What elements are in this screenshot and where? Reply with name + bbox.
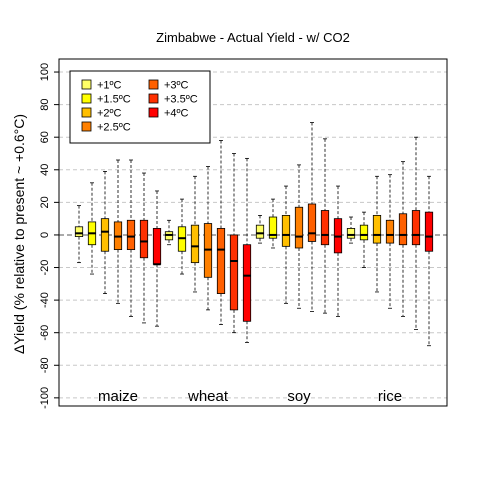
box-maize-6 [139, 172, 149, 324]
box-iqr [385, 219, 395, 244]
box-iqr [74, 226, 84, 237]
box-iqr [100, 218, 110, 252]
box-iqr [255, 224, 265, 239]
box-iqr [242, 244, 252, 322]
box-iqr [281, 214, 291, 247]
crop-group-rice [346, 136, 434, 347]
legend-box [69, 70, 211, 144]
crop-group-maize [74, 159, 162, 327]
box-wheat-4 [203, 166, 213, 311]
box-iqr [411, 210, 421, 246]
box-iqr [294, 206, 304, 249]
box-wheat-2 [177, 198, 187, 275]
box-iqr [190, 224, 200, 264]
box-rice-4 [385, 174, 395, 309]
box-rice-2 [359, 211, 369, 268]
box-rice-1 [346, 216, 356, 244]
chart-title: Zimbabwe - Actual Yield - w/ CO2 [156, 30, 350, 45]
box-maize-1 [74, 205, 84, 264]
y-tick-label: -60 [39, 325, 51, 341]
y-tick-label: 0 [39, 232, 51, 238]
crop-label-maize: maize [98, 388, 138, 405]
y-tick-label: -20 [39, 260, 51, 276]
y-tick-label: 40 [39, 164, 51, 176]
legend-swatch [148, 107, 159, 118]
boxes [74, 122, 434, 347]
legend-label: +1ºC [97, 80, 122, 92]
y-tick-label: 20 [39, 196, 51, 208]
box-rice-7 [424, 175, 434, 347]
legend-label: +4ºC [164, 108, 189, 120]
box-soy-5 [307, 122, 317, 312]
box-iqr [216, 228, 226, 294]
legend-label: +3.5ºC [164, 94, 198, 106]
legend-swatch [148, 79, 159, 90]
box-rice-5 [398, 161, 408, 317]
plot-frame [58, 58, 448, 407]
box-soy-1 [255, 214, 265, 244]
y-tick-label: 60 [39, 131, 51, 143]
legend-swatch [148, 93, 159, 104]
crop-label-rice: rice [378, 388, 402, 405]
y-axis-label: ΔYield (% relative to present ~ +0.6°C) [11, 114, 27, 354]
legend-swatch [81, 93, 92, 104]
legend-label: +3ºC [164, 80, 189, 92]
box-wheat-6 [229, 153, 239, 334]
y-axis: -100 -80 -60 -40 -20 0 20 40 60 80 100 [39, 59, 60, 409]
legend-label: +1.5ºC [97, 94, 131, 106]
crop-group-soy [255, 122, 343, 317]
box-maize-4 [113, 159, 123, 304]
box-iqr [359, 224, 369, 241]
box-maize-3 [100, 171, 110, 294]
y-tick-label: 100 [39, 63, 51, 81]
y-tick-label: -80 [39, 357, 51, 373]
box-iqr [320, 210, 330, 246]
box-rice-6 [411, 136, 421, 330]
box-soy-6 [320, 138, 330, 314]
box-iqr [229, 234, 239, 311]
box-iqr [307, 203, 317, 242]
y-tick-label: -40 [39, 292, 51, 308]
legend-swatch [81, 79, 92, 90]
legend-label: +2ºC [97, 108, 122, 120]
y-tick-label: 80 [39, 98, 51, 110]
legend-label: +2.5ºC [97, 122, 131, 134]
y-tick-label: -100 [39, 387, 51, 409]
box-iqr [346, 228, 356, 239]
box-iqr [372, 214, 382, 244]
box-wheat-3 [190, 175, 200, 293]
box-wheat-5 [216, 140, 226, 325]
box-iqr [398, 213, 408, 246]
box-wheat-1 [164, 219, 174, 246]
box-soy-3 [281, 185, 291, 304]
box-iqr [268, 216, 278, 239]
box-soy-4 [294, 164, 304, 309]
box-iqr [139, 219, 149, 259]
box-wheat-7 [242, 157, 252, 343]
crop-labels: maize wheat soy rice [98, 388, 402, 405]
legend-swatch [81, 107, 92, 118]
box-maize-7 [152, 190, 162, 327]
box-iqr [152, 228, 162, 265]
box-iqr [424, 211, 434, 252]
crop-label-soy: soy [287, 388, 311, 405]
box-iqr [126, 219, 136, 251]
box-soy-2 [268, 198, 278, 249]
legend-swatch [81, 121, 92, 132]
crop-label-wheat: wheat [187, 388, 229, 405]
box-rice-3 [372, 175, 382, 293]
box-soy-7 [333, 185, 343, 317]
legend: +1ºC +1.5ºC +2ºC +2.5ºC +3ºC +3.5ºC +4ºC [69, 70, 211, 144]
box-maize-2 [87, 182, 97, 275]
box-maize-5 [126, 159, 136, 317]
crop-group-wheat [164, 140, 252, 343]
